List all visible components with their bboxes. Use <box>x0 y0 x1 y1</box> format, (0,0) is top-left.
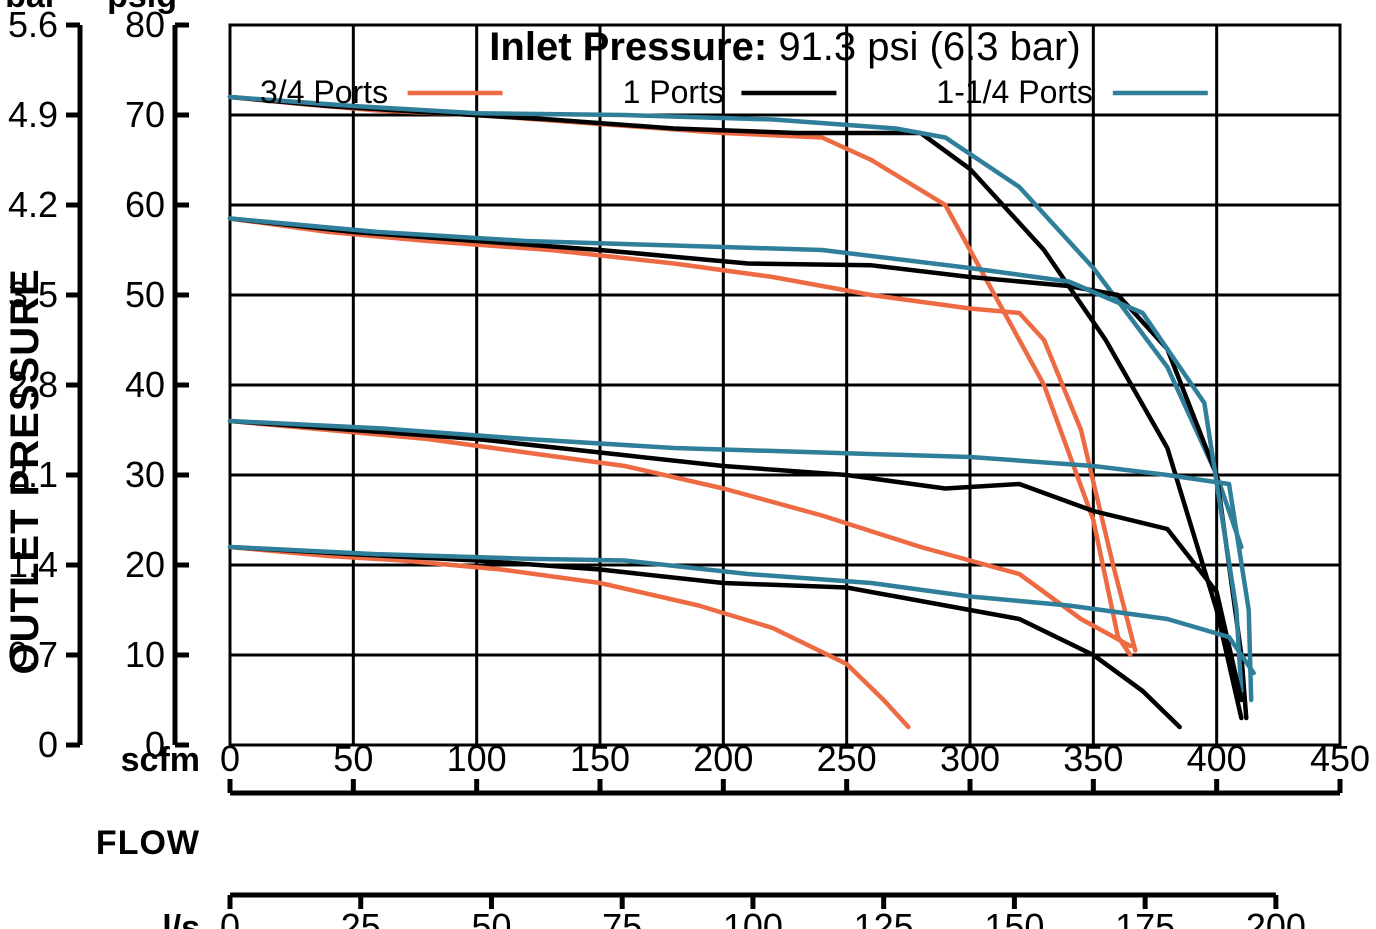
ytick-bar: 4.9 <box>8 94 58 135</box>
legend-label-0: 3/4 Ports <box>260 74 388 110</box>
ytick-bar: 4.2 <box>8 184 58 225</box>
y-header-psig: psig <box>107 0 177 15</box>
ytick-psig: 20 <box>125 544 165 585</box>
legend-label-2: 1-1/4 Ports <box>936 74 1093 110</box>
xtick-scfm: 150 <box>570 738 630 779</box>
xtick-scfm: 200 <box>693 738 753 779</box>
xtick-ls: 125 <box>854 906 914 929</box>
x-header-scfm: scfm <box>121 741 200 779</box>
ytick-psig: 10 <box>125 634 165 675</box>
xtick-scfm: 400 <box>1187 738 1247 779</box>
y-header-bar: bar <box>5 0 58 15</box>
flow-pressure-chart: Inlet Pressure: 91.3 psi (6.3 bar) 3/4 Po… <box>0 0 1376 929</box>
xtick-ls: 25 <box>341 906 381 929</box>
xtick-scfm: 450 <box>1310 738 1370 779</box>
chart-title: Inlet Pressure: 91.3 psi (6.3 bar) <box>489 25 1080 69</box>
legend-label-1: 1 Ports <box>623 74 724 110</box>
xtick-ls: 0 <box>220 906 240 929</box>
xtick-scfm: 50 <box>333 738 373 779</box>
ytick-psig: 50 <box>125 274 165 315</box>
x-header-ls: l/s <box>162 909 200 929</box>
xtick-scfm: 350 <box>1063 738 1123 779</box>
xtick-ls: 50 <box>471 906 511 929</box>
xtick-scfm: 100 <box>447 738 507 779</box>
xtick-ls: 200 <box>1246 906 1306 929</box>
xtick-ls: 150 <box>984 906 1044 929</box>
xtick-ls: 100 <box>723 906 783 929</box>
ytick-psig: 40 <box>125 364 165 405</box>
xtick-scfm: 300 <box>940 738 1000 779</box>
y-axis-title: OUTLET PRESSURE <box>3 268 47 674</box>
xtick-scfm: 0 <box>220 738 240 779</box>
xtick-ls: 175 <box>1115 906 1175 929</box>
xtick-scfm: 250 <box>817 738 877 779</box>
xtick-ls: 75 <box>602 906 642 929</box>
ytick-psig: 30 <box>125 454 165 495</box>
ytick-psig: 70 <box>125 94 165 135</box>
ytick-bar: 0 <box>38 724 58 765</box>
x-axis-title: FLOW <box>96 824 200 862</box>
ytick-psig: 60 <box>125 184 165 225</box>
